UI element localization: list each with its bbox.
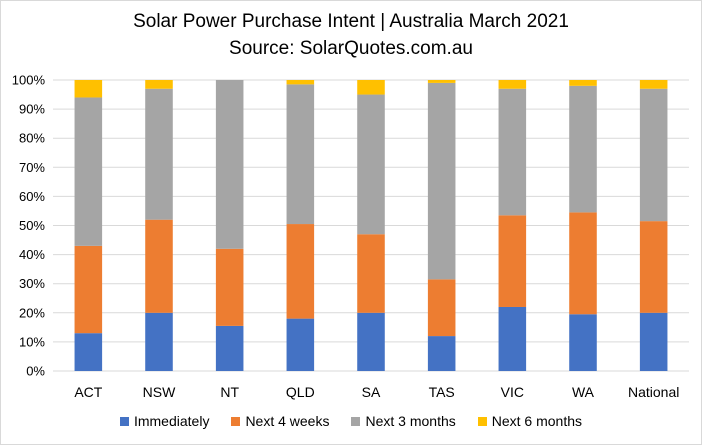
bar-segment	[498, 215, 527, 307]
y-tick-label: 60%	[19, 189, 45, 204]
legend-swatch	[477, 416, 487, 426]
bar-segment	[145, 80, 173, 89]
y-tick-label: 30%	[19, 276, 45, 291]
bar-segment	[569, 85, 597, 213]
y-tick-label: 40%	[19, 247, 45, 262]
x-tick-label: WA	[572, 384, 595, 400]
bar-segment	[498, 306, 527, 371]
legend-label: Next 6 months	[491, 413, 583, 429]
bar-segment	[215, 248, 244, 326]
y-tick-label: 70%	[19, 160, 45, 175]
bar-segment	[357, 80, 385, 95]
x-tick-label: NT	[220, 384, 239, 400]
x-tick-label: QLD	[286, 384, 315, 400]
y-tick-label: 90%	[19, 102, 45, 117]
bar-segment	[569, 212, 597, 315]
y-tick-label: 0%	[26, 364, 45, 379]
bar-segment	[357, 94, 385, 235]
y-tick-label: 80%	[19, 131, 45, 146]
bar-segment	[215, 80, 244, 249]
bar-segment	[427, 82, 456, 280]
bar-segment	[427, 336, 456, 371]
bar-segment	[286, 80, 315, 85]
bar-segment	[74, 333, 103, 371]
bar-segment	[145, 88, 173, 220]
legend-swatch	[351, 416, 361, 426]
legend-swatch	[231, 416, 241, 426]
bar-segment	[74, 97, 103, 246]
bar-segment	[145, 312, 173, 371]
y-tick-label: 50%	[19, 218, 45, 233]
y-tick-label: 100%	[12, 73, 46, 88]
x-tick-label: SA	[362, 384, 381, 400]
legend-label: Immediately	[133, 413, 210, 429]
chart-subtitle: Source: SolarQuotes.com.au	[229, 38, 473, 59]
x-tick-label: VIC	[501, 384, 524, 400]
y-tick-label: 20%	[19, 305, 45, 320]
legend-item: Next 3 months	[351, 413, 456, 429]
chart-title: Solar Power Purchase Intent | Australia …	[133, 11, 569, 32]
bar-segment	[427, 279, 456, 337]
bar-segment	[427, 80, 456, 83]
bar-segment	[639, 88, 668, 222]
legend-swatch	[119, 416, 129, 426]
bar-segment	[74, 80, 103, 98]
x-tick-label: NSW	[143, 384, 176, 400]
bar-segment	[74, 245, 103, 334]
bar-segment	[215, 325, 244, 371]
bar-segment	[498, 88, 527, 216]
bar-segment	[569, 80, 597, 86]
legend-label: Next 3 months	[365, 413, 456, 429]
bar-segment	[639, 312, 668, 371]
y-tick-label: 10%	[19, 334, 45, 349]
legend-item: Next 6 months	[477, 413, 583, 429]
x-tick-label: TAS	[429, 384, 455, 400]
bar-segment	[639, 221, 668, 313]
x-tick-label: National	[628, 384, 679, 400]
legend-item: Immediately	[119, 413, 210, 429]
chart-legend: Immediately Next 4 weeks Next 3 months Next…	[1, 413, 701, 429]
bar-segment	[569, 314, 597, 371]
bar-segment	[286, 224, 315, 319]
bar-segment	[639, 80, 668, 89]
bar-segment	[498, 80, 527, 89]
x-tick-label: ACT	[74, 384, 102, 400]
bar-segment	[357, 312, 385, 371]
bar-segment	[357, 234, 385, 313]
bar-segment	[145, 219, 173, 313]
legend-item: Next 4 weeks	[231, 413, 329, 429]
bar-segment	[286, 318, 315, 371]
bar-segment	[286, 84, 315, 225]
legend-label: Next 4 weeks	[245, 413, 330, 429]
